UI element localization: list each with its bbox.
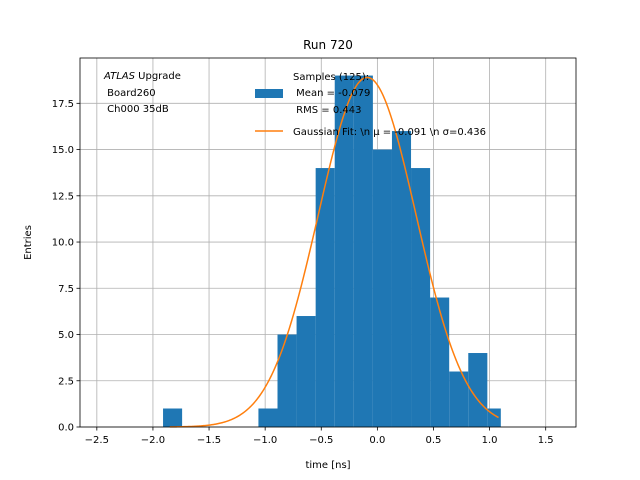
annotation-line-1: ATLAS Upgrade <box>103 71 181 82</box>
histogram-bar <box>353 75 373 428</box>
y-tick-label: 12.5 <box>52 191 74 202</box>
histogram-bar <box>449 371 469 427</box>
legend-histogram-line-2: Mean = -0.079 <box>293 88 370 99</box>
y-tick-label: 2.5 <box>58 376 74 387</box>
x-tick-label: 1.5 <box>538 435 554 446</box>
legend-histogram-line-3: RMS = 0.443 <box>293 105 361 116</box>
x-tick-label: 0.5 <box>426 435 442 446</box>
histogram-bar <box>468 353 488 427</box>
x-tick-label: 0.0 <box>369 435 385 446</box>
y-tick-label: 5.0 <box>58 330 74 341</box>
histogram-bar <box>391 131 412 427</box>
histogram-bars <box>163 75 501 428</box>
x-axis-label: time [ns] <box>305 460 350 471</box>
histogram-bar <box>334 75 354 428</box>
annotation-line-2: Board260 <box>104 88 156 99</box>
y-axis-ticks: 0.0 2.5 5.0 7.5 10.0 12.5 15.0 17.5 <box>52 99 80 434</box>
axes-frame <box>79 57 577 428</box>
x-tick-label: 1.0 <box>482 435 498 446</box>
annotation-line-3: Ch000 35dB <box>104 104 169 115</box>
histogram-bar <box>430 297 450 427</box>
histogram-bar <box>163 408 183 427</box>
legend-fit-label: Gaussian Fit: \n μ = -0.091 \n σ=0.436 <box>293 127 486 138</box>
x-tick-label: −2.0 <box>141 435 165 446</box>
y-tick-label: 15.0 <box>52 145 74 156</box>
y-axis-label: Entries <box>23 225 34 260</box>
annotation: ATLAS Upgrade Board260 Ch000 35dB <box>103 71 181 115</box>
histogram-bar <box>277 334 297 427</box>
x-tick-label: −2.5 <box>85 435 109 446</box>
chart-title: Run 720 <box>303 38 353 52</box>
histogram-bar <box>296 316 316 427</box>
y-tick-label: 17.5 <box>52 99 74 110</box>
x-tick-label: −1.0 <box>253 435 277 446</box>
x-tick-label: −0.5 <box>309 435 333 446</box>
gaussian-fit-curve <box>169 76 499 428</box>
y-tick-label: 7.5 <box>58 284 74 295</box>
histogram-bar <box>411 168 431 428</box>
histogram-bar <box>258 408 278 427</box>
histogram-bar <box>372 149 392 427</box>
y-tick-label: 10.0 <box>52 238 74 249</box>
legend-histogram-line-1: Samples (125): <box>293 72 369 83</box>
legend: Samples (125): Mean = -0.079 RMS = 0.443… <box>255 72 486 138</box>
x-tick-label: −1.5 <box>197 435 221 446</box>
y-tick-label: 0.0 <box>58 423 74 434</box>
histogram-bar <box>315 168 335 428</box>
legend-histogram-swatch <box>255 89 283 98</box>
x-axis-ticks: −2.5 −2.0 −1.5 −1.0 −0.5 0.0 0.5 1.0 1.5 <box>85 427 554 446</box>
